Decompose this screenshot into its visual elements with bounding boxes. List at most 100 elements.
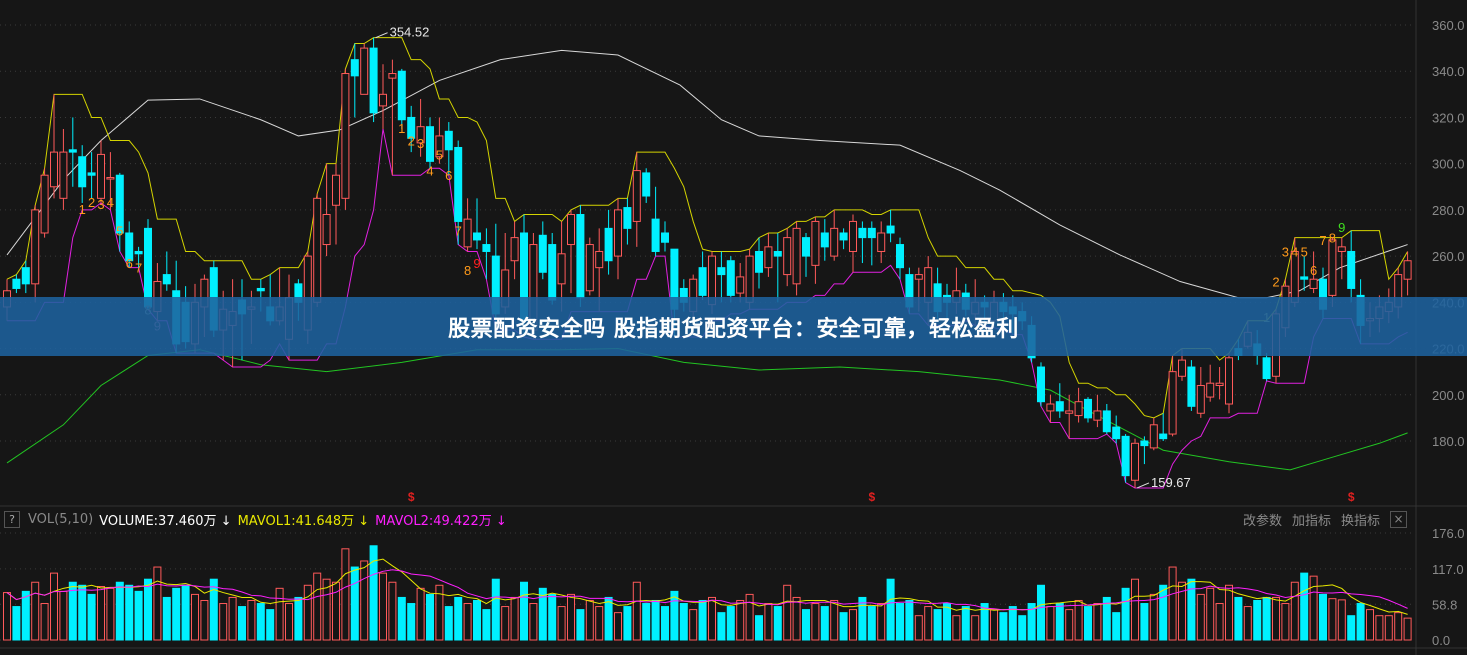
- volume-bar: [1149, 593, 1158, 641]
- candle: [435, 117, 444, 164]
- volume-bar: [416, 587, 425, 641]
- volume-bar: [59, 590, 68, 641]
- volume-indicator-header: ? VOL(5,10) VOLUME:37.460万 ↓ MAVOL1:41.6…: [0, 508, 1415, 530]
- volume-bar: [40, 603, 49, 641]
- candle: [68, 117, 77, 187]
- candle: [736, 263, 745, 303]
- candle-body: [50, 151, 58, 188]
- volume-bar: [971, 615, 980, 641]
- candle: [576, 205, 585, 307]
- volume-bar: [1168, 566, 1177, 641]
- volume-bar: [172, 587, 181, 641]
- td-count-label: 6: [1310, 263, 1317, 278]
- volume-tick-label: 176.0: [1432, 526, 1465, 541]
- volume-bar: [548, 593, 557, 641]
- candle: [1328, 237, 1337, 307]
- candle-body: [698, 267, 707, 296]
- volume-bar: [1262, 596, 1271, 641]
- switch-indicator-button[interactable]: 换指标: [1340, 513, 1380, 529]
- candle-body: [388, 73, 397, 79]
- volume-bar: [50, 572, 58, 641]
- add-indicator-button[interactable]: 加指标: [1291, 513, 1331, 529]
- candle: [567, 209, 575, 294]
- candle-body: [59, 151, 68, 199]
- volume-bar: [285, 603, 293, 641]
- candle: [144, 219, 152, 310]
- candle: [802, 232, 810, 277]
- td-count-label: 4: [426, 164, 433, 179]
- candle: [332, 163, 340, 245]
- volume-bar: [125, 584, 134, 641]
- volume-bar: [510, 596, 519, 641]
- volume-bar: [783, 584, 792, 641]
- volume-tick-label: 117.0: [1432, 562, 1464, 577]
- volume-bar: [1027, 603, 1036, 641]
- candle: [783, 228, 792, 287]
- volume-bar: [256, 603, 265, 641]
- candle: [726, 256, 735, 303]
- candle: [1084, 397, 1092, 423]
- candle-body: [1084, 398, 1092, 419]
- price-tick-label: 260.0: [1432, 249, 1465, 264]
- candle: [1055, 383, 1064, 418]
- volume-bar: [896, 603, 904, 641]
- candle-body: [867, 227, 876, 239]
- volume-bar: [501, 606, 510, 641]
- volume-indicator-name[interactable]: VOL(5,10): [28, 511, 94, 527]
- td-count-label: 7: [135, 261, 142, 276]
- candle: [1046, 394, 1055, 423]
- candle: [1347, 230, 1356, 303]
- volume-bar: [1366, 609, 1374, 641]
- volume-bar: [1375, 615, 1384, 641]
- close-icon[interactable]: ×: [1390, 510, 1407, 528]
- candle-body: [717, 267, 726, 276]
- signal-mark: $: [408, 490, 415, 504]
- volume-bar: [820, 606, 829, 641]
- volume-bar: [379, 572, 387, 641]
- td-count-label: 3: [97, 197, 104, 212]
- candle-body: [1178, 359, 1186, 377]
- candle: [839, 228, 848, 250]
- price-tick-label: 280.0: [1432, 203, 1465, 218]
- volume-bar: [839, 612, 848, 641]
- candle-body: [745, 255, 754, 303]
- candle: [764, 232, 773, 277]
- candle: [896, 237, 904, 280]
- candle: [369, 37, 378, 123]
- volume-bar: [1008, 606, 1017, 641]
- help-button[interactable]: ?: [4, 510, 20, 528]
- candle: [322, 163, 331, 257]
- volume-bar: [1253, 599, 1262, 641]
- candle-body: [106, 177, 115, 180]
- volume-bar: [1272, 596, 1280, 641]
- candle-body: [1168, 371, 1177, 435]
- candle-body: [1215, 382, 1224, 387]
- td-count-label: 3: [417, 136, 424, 151]
- candle-body: [1131, 442, 1139, 481]
- candle-body: [134, 250, 143, 255]
- volume-bar: [1178, 581, 1186, 641]
- volume-bar: [313, 572, 322, 641]
- signal-mark: $: [868, 490, 875, 504]
- td-count-label: 2: [88, 195, 95, 210]
- candle-body: [651, 218, 660, 252]
- edit-params-button[interactable]: 改参数: [1242, 513, 1282, 529]
- volume-bar: [538, 587, 547, 641]
- candle-body: [896, 244, 904, 269]
- volume-bar: [1206, 587, 1215, 641]
- volume-bar: [914, 615, 923, 641]
- volume-bar: [1131, 578, 1139, 641]
- candle-body: [1121, 435, 1130, 477]
- candle: [12, 274, 21, 294]
- moving-average-line: [6, 49, 1408, 299]
- volume-bar: [397, 596, 406, 641]
- volume-bar: [1234, 596, 1243, 641]
- td-count-label: 8: [1329, 231, 1336, 246]
- volume-bar: [1084, 606, 1092, 641]
- volume-bar: [661, 606, 669, 641]
- volume-bar: [1046, 606, 1055, 641]
- candle: [1131, 438, 1139, 488]
- candle-body: [755, 250, 763, 273]
- volume-bar: [444, 606, 453, 641]
- volume-bar: [867, 606, 876, 641]
